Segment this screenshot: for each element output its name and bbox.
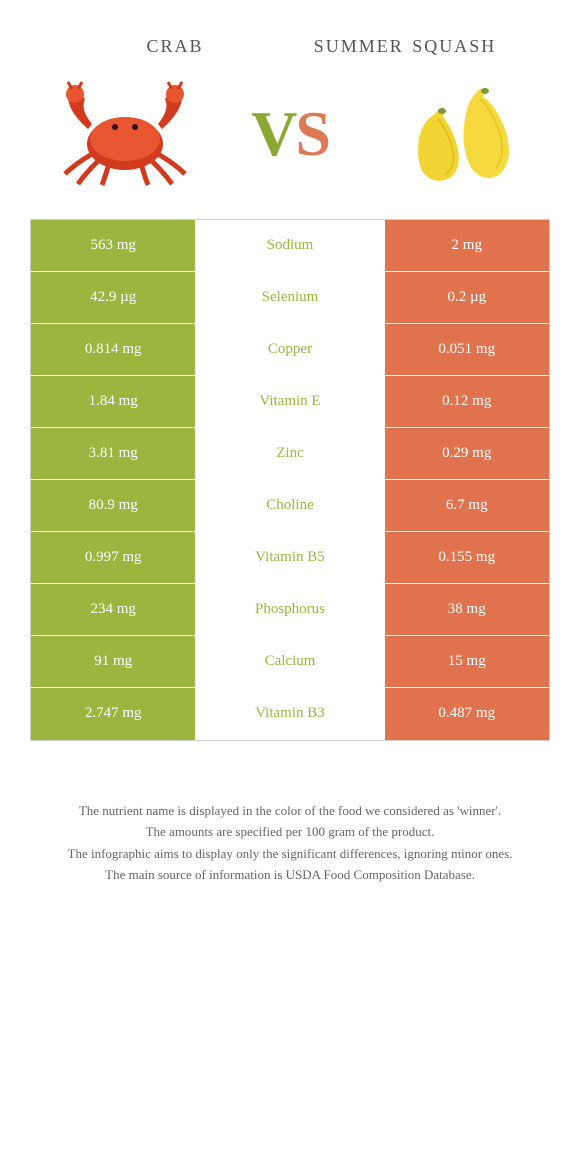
value-left: 0.814 mg bbox=[31, 324, 195, 375]
nutrient-row: 2.747 mgVitamin B30.487 mg bbox=[31, 688, 549, 740]
images-row: VS bbox=[20, 79, 560, 189]
nutrient-name: Sodium bbox=[195, 220, 384, 271]
nutrient-name: Calcium bbox=[195, 636, 384, 687]
nutrient-name: Zinc bbox=[195, 428, 384, 479]
value-right: 0.2 µg bbox=[385, 272, 549, 323]
nutrient-name: Choline bbox=[195, 480, 384, 531]
nutrient-name: Selenium bbox=[195, 272, 384, 323]
crab-image bbox=[50, 79, 200, 189]
footnote-line: The amounts are specified per 100 gram o… bbox=[30, 822, 550, 842]
nutrient-table: 563 mgSodium2 mg42.9 µgSelenium0.2 µg0.8… bbox=[30, 219, 550, 741]
nutrient-name: Copper bbox=[195, 324, 384, 375]
nutrient-name: Vitamin B3 bbox=[195, 688, 384, 740]
nutrient-row: 3.81 mgZinc0.29 mg bbox=[31, 428, 549, 480]
value-right: 6.7 mg bbox=[385, 480, 549, 531]
vs-s: S bbox=[295, 98, 329, 169]
value-left: 91 mg bbox=[31, 636, 195, 687]
food-title-right: summer squash bbox=[290, 30, 520, 59]
value-right: 15 mg bbox=[385, 636, 549, 687]
nutrient-name: Phosphorus bbox=[195, 584, 384, 635]
value-right: 0.29 mg bbox=[385, 428, 549, 479]
value-right: 2 mg bbox=[385, 220, 549, 271]
value-left: 42.9 µg bbox=[31, 272, 195, 323]
nutrient-row: 0.814 mgCopper0.051 mg bbox=[31, 324, 549, 376]
nutrient-row: 0.997 mgVitamin B50.155 mg bbox=[31, 532, 549, 584]
value-left: 1.84 mg bbox=[31, 376, 195, 427]
value-right: 0.487 mg bbox=[385, 688, 549, 740]
value-left: 80.9 mg bbox=[31, 480, 195, 531]
footnote-line: The nutrient name is displayed in the co… bbox=[30, 801, 550, 821]
vs-label: VS bbox=[251, 97, 329, 171]
vs-v: V bbox=[251, 98, 295, 169]
nutrient-row: 42.9 µgSelenium0.2 µg bbox=[31, 272, 549, 324]
squash-image bbox=[380, 79, 530, 189]
footnotes: The nutrient name is displayed in the co… bbox=[20, 801, 560, 885]
value-right: 0.155 mg bbox=[385, 532, 549, 583]
nutrient-row: 234 mgPhosphorus38 mg bbox=[31, 584, 549, 636]
nutrient-row: 91 mgCalcium15 mg bbox=[31, 636, 549, 688]
nutrient-row: 1.84 mgVitamin E0.12 mg bbox=[31, 376, 549, 428]
header-row: crab summer squash bbox=[20, 20, 560, 79]
nutrient-name: Vitamin E bbox=[195, 376, 384, 427]
value-left: 563 mg bbox=[31, 220, 195, 271]
nutrient-name: Vitamin B5 bbox=[195, 532, 384, 583]
value-right: 38 mg bbox=[385, 584, 549, 635]
footnote-line: The main source of information is USDA F… bbox=[30, 865, 550, 885]
value-right: 0.051 mg bbox=[385, 324, 549, 375]
value-left: 2.747 mg bbox=[31, 688, 195, 740]
value-right: 0.12 mg bbox=[385, 376, 549, 427]
value-left: 234 mg bbox=[31, 584, 195, 635]
footnote-line: The infographic aims to display only the… bbox=[30, 844, 550, 864]
value-left: 0.997 mg bbox=[31, 532, 195, 583]
nutrient-row: 80.9 mgCholine6.7 mg bbox=[31, 480, 549, 532]
food-title-left: crab bbox=[60, 30, 290, 59]
nutrient-row: 563 mgSodium2 mg bbox=[31, 220, 549, 272]
value-left: 3.81 mg bbox=[31, 428, 195, 479]
